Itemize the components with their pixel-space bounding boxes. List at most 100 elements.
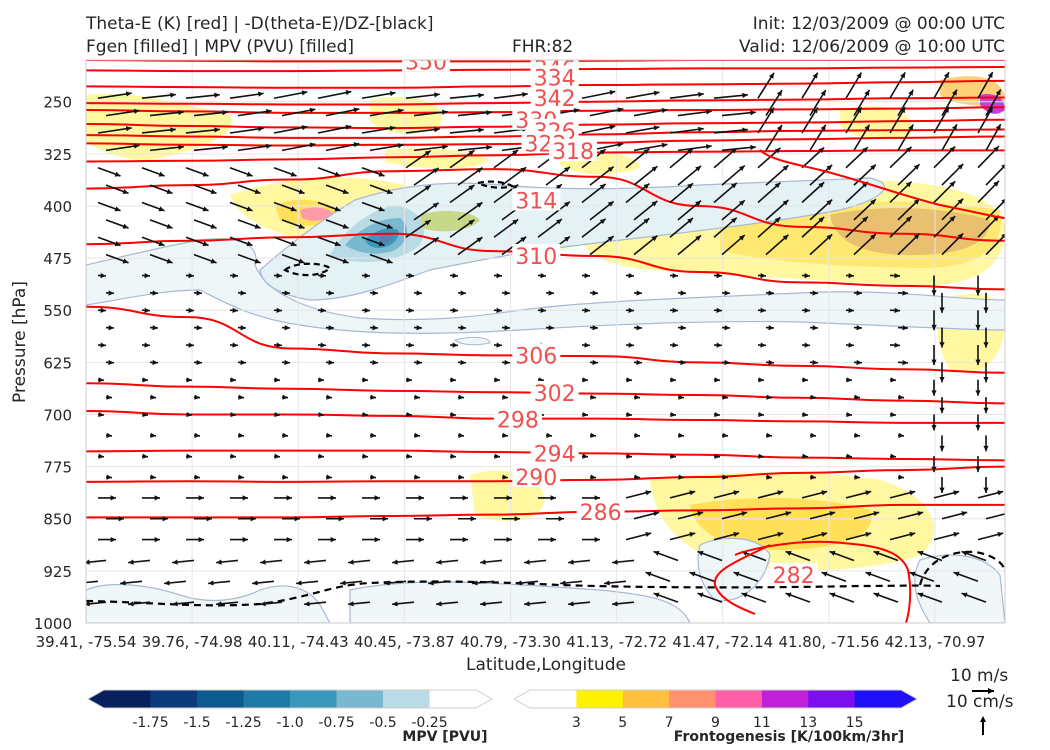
wind-vector-head: [634, 432, 640, 438]
wind-vector-head: [653, 592, 660, 598]
wind-vector-head: [730, 182, 737, 189]
wind-vector-head: [716, 307, 722, 313]
wind-vector-head: [372, 325, 378, 331]
y-tick-label: 700: [43, 406, 72, 424]
wind-vector-head: [687, 148, 694, 154]
wind-vector-head: [854, 394, 860, 400]
wind-vector-head: [953, 531, 960, 538]
wind-vector-head: [733, 531, 740, 538]
x-tick-label: 41.13, -72.72: [566, 633, 667, 651]
wind-vector-head: [406, 453, 412, 459]
wind-vector-head: [917, 592, 924, 598]
wind-vector-head: [378, 171, 385, 177]
wind-vector-head: [276, 307, 282, 313]
y-axis-ticks: 250 325 400 475 550 625 700 775 850 925 1000: [34, 94, 72, 633]
wind-vector-head: [862, 216, 868, 223]
wind-vector-head: [785, 550, 792, 556]
y-tick-label: 475: [43, 250, 72, 268]
wind-vector-head: [672, 307, 678, 313]
wind-vector-head: [821, 531, 828, 538]
wind-vector-head: [476, 202, 483, 208]
wind-vector-head: [348, 601, 354, 607]
theta-e-contour: [86, 503, 1005, 519]
wind-vector-head: [210, 223, 217, 229]
x-tick-label: 40.11, -74.43: [248, 633, 349, 651]
wind-vector-head: [334, 206, 341, 212]
wind-vector-head: [274, 411, 280, 418]
wind-vector-head: [628, 342, 634, 348]
wind-vector-head: [957, 198, 964, 205]
wind-vector-head: [680, 290, 686, 296]
wind-vector-head: [198, 495, 204, 501]
wind-vector-head: [478, 127, 484, 133]
wind-vector-head: [364, 307, 370, 313]
wind-vector-head: [496, 272, 502, 279]
wind-vector-head: [997, 490, 1004, 496]
wind-vector-head: [558, 516, 564, 522]
wind-vector-head: [436, 601, 442, 607]
wind-vector-head: [540, 272, 546, 279]
wind-vector-head: [118, 516, 124, 522]
wind-vector-head: [178, 144, 184, 150]
wind-vector: [677, 145, 712, 152]
wind-vector-head: [309, 107, 316, 113]
wind-vector-head: [480, 559, 486, 565]
wind-vector-head: [695, 235, 702, 241]
wind-vector-head: [370, 474, 376, 480]
wind-vector-head: [442, 144, 448, 150]
wind-vector-head: [1001, 164, 1005, 170]
wind-vector-head: [873, 592, 880, 598]
wind-vector: [369, 109, 404, 117]
wind-vector-head: [458, 394, 464, 400]
label-mask: [530, 65, 579, 88]
x-tick-label: 39.41, -75.54: [36, 633, 137, 651]
wind-vector-head: [334, 241, 341, 247]
wind-vector-head: [328, 290, 334, 296]
wind-vector-head: [250, 516, 256, 522]
colorbar-tick-label: -1.0: [276, 715, 303, 731]
wind-vector-head: [785, 511, 792, 517]
wind-vector-head: [862, 147, 868, 153]
wind-vector-head: [1005, 511, 1011, 516]
colorbar-tick-label: -1.75: [132, 715, 168, 731]
wind-vector-head: [108, 290, 114, 296]
wind-vector-head: [626, 377, 632, 383]
colorbar-cell: [622, 690, 670, 708]
wind-vector-head: [414, 432, 420, 438]
wind-vector-head: [820, 90, 826, 97]
wind-vector: [985, 513, 1005, 520]
wind-vector-head: [282, 394, 288, 400]
wind-vector-head: [150, 474, 156, 480]
wind-vector-head: [546, 432, 552, 438]
wind-vector-head: [540, 307, 546, 313]
wind-vector-head: [939, 407, 945, 414]
wind-vector: [317, 125, 352, 134]
wind-vector: [457, 146, 492, 152]
wind-vector-head: [609, 89, 616, 96]
wind-vector-head: [617, 142, 624, 148]
x-axis-label: Latitude,Longitude: [466, 655, 626, 675]
wind-vector-head: [478, 92, 484, 98]
wind-vector-head: [975, 359, 981, 365]
wind-vector-head: [254, 258, 261, 264]
wind-vector-head: [592, 359, 598, 366]
wind-vector-head: [345, 124, 352, 130]
wind-vector-head: [470, 516, 476, 522]
wind-vector-head: [818, 182, 825, 188]
wind-vector-head: [120, 580, 126, 586]
wind-vector-head: [961, 550, 968, 556]
wind-vector-head: [514, 516, 520, 522]
wind-vector: [237, 109, 272, 117]
wind-vector-head: [651, 166, 658, 172]
wind-vector: [721, 146, 756, 152]
wind-vector-head: [166, 258, 173, 264]
label-mask: [493, 407, 542, 430]
wind-vector-head: [582, 377, 588, 383]
chart-title-line1: Theta-E (K) [red] | -D(theta-E)/DZ-[blac…: [86, 14, 434, 34]
wind-vector-head: [643, 218, 650, 224]
wind-vector-head: [392, 601, 398, 607]
wind-vector-head: [931, 290, 937, 296]
wind-vector-head: [975, 290, 981, 296]
wind-key-horizontal-label: 10 m/s: [950, 666, 1008, 686]
wind-vector-head: [370, 394, 376, 400]
